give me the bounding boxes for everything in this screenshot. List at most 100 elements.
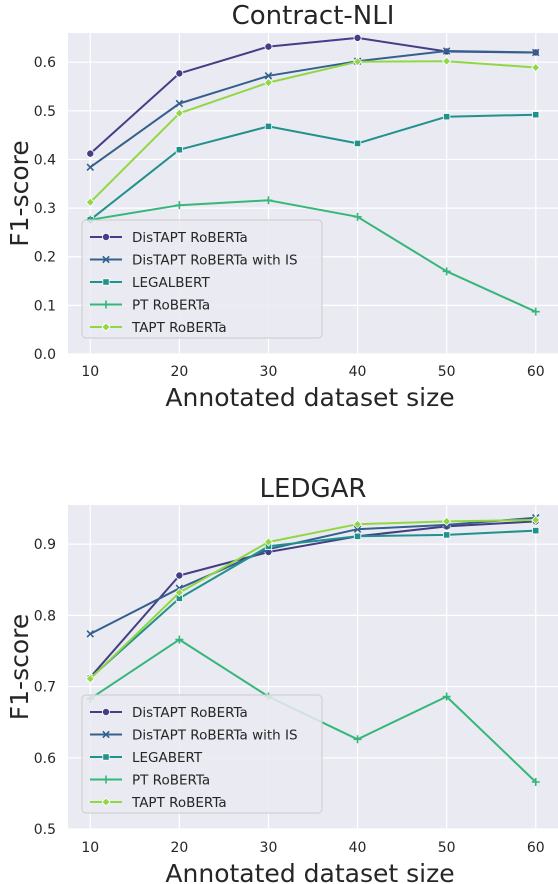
data-point bbox=[263, 78, 274, 88]
data-point bbox=[352, 57, 363, 67]
data-point bbox=[85, 674, 95, 684]
y-axis-label: F1-score bbox=[5, 140, 34, 246]
y-tick-label: 0.2 bbox=[34, 250, 56, 266]
legend-label: PT RoBERTa bbox=[132, 298, 210, 314]
series-5 bbox=[85, 56, 541, 207]
legend-label: DisTAPT RoBERTa with IS bbox=[132, 253, 298, 269]
y-tick-label: 0.4 bbox=[34, 152, 56, 168]
legend-label: DisTAPT RoBERTa bbox=[132, 230, 248, 246]
chart-title: Contract-NLI bbox=[232, 1, 395, 31]
y-tick-label: 0.7 bbox=[34, 680, 56, 696]
y-tick-label: 0.0 bbox=[34, 347, 56, 363]
series-line bbox=[89, 520, 536, 678]
data-point bbox=[531, 48, 540, 57]
x-tick-label: 40 bbox=[349, 840, 367, 856]
legend-label: TAPT RoBERTa bbox=[131, 320, 227, 336]
data-point bbox=[353, 139, 362, 148]
y-tick-label: 0.1 bbox=[34, 298, 56, 314]
y-tick-label: 0.5 bbox=[34, 104, 56, 120]
legend-label: LEGABERT bbox=[132, 750, 203, 766]
data-point bbox=[175, 69, 184, 78]
legend-label: DisTAPT RoBERTa with IS bbox=[132, 728, 298, 744]
y-tick-label: 0.6 bbox=[34, 55, 56, 71]
data-point bbox=[353, 532, 362, 540]
y-tick-label: 0.6 bbox=[34, 751, 56, 767]
legend-marker bbox=[102, 730, 110, 739]
x-axis-label: Annotated dataset size bbox=[165, 383, 454, 412]
data-point bbox=[264, 122, 273, 130]
data-point bbox=[531, 515, 541, 525]
legend-box bbox=[81, 219, 323, 339]
y-tick-label: 0.9 bbox=[34, 537, 56, 553]
x-tick-label: 60 bbox=[527, 364, 545, 380]
x-tick-label: 50 bbox=[438, 364, 456, 380]
legend-marker bbox=[101, 322, 111, 332]
x-tick-label: 30 bbox=[260, 840, 278, 856]
data-point bbox=[175, 571, 184, 580]
y-tick-label: 0.3 bbox=[34, 201, 56, 217]
data-point bbox=[353, 33, 362, 42]
data-point bbox=[531, 62, 541, 73]
x-tick-label: 60 bbox=[527, 840, 545, 856]
data-point bbox=[442, 56, 452, 66]
data-point bbox=[353, 212, 362, 221]
legend: DisTAPT RoBERTa DisTAPT RoBERTa with IS LE… bbox=[81, 694, 323, 814]
data-point bbox=[353, 525, 362, 533]
data-point bbox=[174, 108, 184, 118]
legend-label: PT RoBERTa bbox=[132, 773, 210, 789]
data-point bbox=[531, 307, 540, 316]
data-point bbox=[174, 588, 184, 598]
x-axis-label: Annotated dataset size bbox=[165, 859, 454, 884]
data-point bbox=[175, 146, 183, 154]
series-line bbox=[89, 50, 536, 169]
data-point bbox=[353, 735, 362, 744]
series-line bbox=[89, 529, 536, 679]
series-2 bbox=[86, 47, 540, 172]
x-tick-label: 10 bbox=[81, 364, 99, 380]
data-point bbox=[352, 519, 363, 529]
chart-title: LEDGAR bbox=[260, 474, 367, 504]
x-tick-label: 10 bbox=[81, 840, 99, 856]
chart-2: LEDGAR 0.5 0.6 0.7 0.8 0.9 10 20 30 40 50 60 Annotat… bbox=[5, 474, 558, 884]
legend-marker bbox=[102, 232, 111, 241]
series-line bbox=[90, 199, 537, 313]
data-point bbox=[86, 163, 95, 172]
data-point bbox=[264, 196, 273, 205]
series-line bbox=[89, 519, 536, 680]
data-point bbox=[442, 47, 451, 55]
data-point bbox=[531, 778, 540, 787]
legend-marker bbox=[102, 775, 110, 784]
data-point bbox=[264, 42, 273, 51]
legend: DisTAPT RoBERTa DisTAPT RoBERTa with IS LE… bbox=[81, 219, 323, 339]
data-point bbox=[532, 111, 540, 119]
legend-label: DisTAPT RoBERTa bbox=[132, 705, 248, 721]
x-tick-label: 40 bbox=[349, 364, 367, 380]
x-tick-label: 20 bbox=[170, 364, 188, 380]
x-tick-label: 50 bbox=[438, 840, 456, 856]
chart-1: Contract-NLI 0.0 0.1 0.2 0.3 0.4 0.5 0.6 10 20 30 4… bbox=[5, 1, 558, 412]
legend-label: TAPT RoBERTa bbox=[131, 795, 227, 811]
data-point bbox=[85, 197, 95, 207]
data-point bbox=[175, 201, 184, 210]
series-line bbox=[89, 516, 536, 635]
y-tick-label: 0.5 bbox=[34, 822, 56, 838]
legend-marker bbox=[102, 278, 110, 286]
data-point bbox=[264, 72, 273, 80]
legend-box bbox=[81, 694, 323, 814]
legend-marker bbox=[101, 797, 111, 807]
data-point bbox=[86, 149, 95, 158]
data-point bbox=[175, 635, 184, 644]
y-axis-label: F1-score bbox=[5, 614, 34, 720]
x-tick-label: 30 bbox=[260, 364, 278, 380]
data-point bbox=[443, 113, 451, 121]
legend-marker bbox=[102, 753, 110, 761]
data-point bbox=[442, 267, 451, 276]
x-tick-label: 20 bbox=[170, 840, 188, 856]
y-tick-label: 0.8 bbox=[34, 608, 56, 624]
data-point bbox=[532, 527, 540, 535]
data-point bbox=[442, 516, 452, 526]
data-point bbox=[263, 537, 274, 547]
legend-marker bbox=[102, 300, 110, 309]
data-point bbox=[442, 692, 451, 701]
